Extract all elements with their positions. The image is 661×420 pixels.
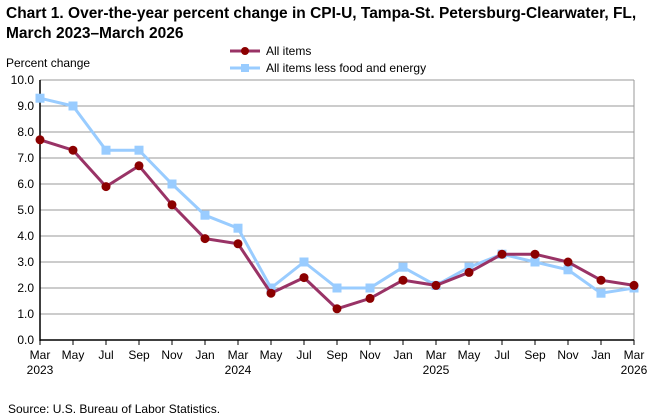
data-point bbox=[596, 275, 606, 285]
data-point bbox=[35, 93, 45, 103]
data-point bbox=[266, 283, 276, 293]
x-tick-label: May bbox=[458, 348, 481, 362]
y-tick-label: 7.0 bbox=[17, 151, 34, 165]
x-tick-label: Jul bbox=[494, 348, 509, 362]
data-point bbox=[365, 283, 375, 293]
y-tick-label: 4.0 bbox=[17, 229, 34, 243]
data-point bbox=[101, 182, 111, 192]
x-tick-year-label: 2023 bbox=[27, 363, 54, 377]
data-point bbox=[167, 179, 177, 189]
x-tick-label: May bbox=[260, 348, 283, 362]
x-tick-label: Mar bbox=[426, 348, 447, 362]
data-point bbox=[266, 288, 276, 298]
x-tick-year-label: 2024 bbox=[225, 363, 252, 377]
x-tick-label: Mar bbox=[30, 348, 51, 362]
data-point bbox=[431, 280, 441, 290]
y-tick-label: 0.0 bbox=[17, 333, 34, 347]
x-tick-label: Sep bbox=[128, 348, 150, 362]
x-tick-label: Nov bbox=[359, 348, 380, 362]
data-point bbox=[134, 145, 144, 155]
x-tick-label: Mar bbox=[624, 348, 645, 362]
data-point bbox=[200, 210, 210, 220]
x-tick-year-label: 2026 bbox=[621, 363, 648, 377]
series-line bbox=[39, 96, 635, 295]
data-point bbox=[530, 249, 540, 259]
data-point bbox=[200, 234, 210, 244]
legend-marker bbox=[241, 47, 249, 55]
x-tick-label: Jan bbox=[195, 348, 214, 362]
data-point bbox=[398, 262, 408, 272]
x-tick-label: Nov bbox=[557, 348, 578, 362]
series-line bbox=[39, 138, 635, 311]
data-point bbox=[35, 135, 45, 145]
data-point bbox=[365, 293, 375, 303]
y-tick-label: 6.0 bbox=[17, 177, 34, 191]
x-tick-label: Mar bbox=[228, 348, 249, 362]
data-point bbox=[464, 267, 474, 277]
data-point bbox=[233, 239, 243, 249]
data-point bbox=[233, 223, 243, 233]
legend-label: All items less food and energy bbox=[266, 61, 426, 75]
x-tick-label: Jan bbox=[393, 348, 412, 362]
source-note: Source: U.S. Bureau of Labor Statistics. bbox=[8, 402, 221, 416]
y-tick-label: 9.0 bbox=[17, 99, 34, 113]
x-tick-label: Sep bbox=[524, 348, 546, 362]
data-point bbox=[332, 283, 342, 293]
data-point bbox=[299, 257, 309, 267]
legend-marker bbox=[241, 64, 249, 72]
data-point bbox=[530, 257, 540, 267]
y-tick-label: 3.0 bbox=[17, 255, 34, 269]
data-point bbox=[563, 265, 573, 275]
x-tick-label: Jul bbox=[98, 348, 113, 362]
data-point bbox=[563, 257, 573, 267]
data-point bbox=[332, 304, 342, 314]
chart-title: Chart 1. Over-the-year percent change in… bbox=[6, 5, 637, 42]
x-tick-label: May bbox=[62, 348, 85, 362]
legend-label: All items bbox=[266, 44, 311, 58]
x-tick-label: Jan bbox=[591, 348, 610, 362]
y-tick-label: 2.0 bbox=[17, 281, 34, 295]
data-point bbox=[68, 145, 78, 155]
data-point bbox=[299, 273, 309, 283]
data-point bbox=[497, 249, 507, 259]
x-tick-label: Nov bbox=[161, 348, 182, 362]
x-tick-label: Jul bbox=[296, 348, 311, 362]
y-tick-label: 10.0 bbox=[11, 73, 35, 87]
y-tick-label: 1.0 bbox=[17, 307, 34, 321]
data-point bbox=[101, 145, 111, 155]
x-tick-year-label: 2025 bbox=[423, 363, 450, 377]
data-point bbox=[167, 200, 177, 210]
data-point bbox=[629, 280, 639, 290]
y-axis-label: Percent change bbox=[6, 56, 90, 70]
data-point bbox=[68, 101, 78, 111]
data-point bbox=[398, 275, 408, 285]
data-point bbox=[134, 161, 144, 171]
data-point bbox=[596, 288, 606, 298]
data-point bbox=[464, 262, 474, 272]
y-tick-label: 8.0 bbox=[17, 125, 34, 139]
x-tick-label: Sep bbox=[326, 348, 348, 362]
y-tick-label: 5.0 bbox=[17, 203, 34, 217]
